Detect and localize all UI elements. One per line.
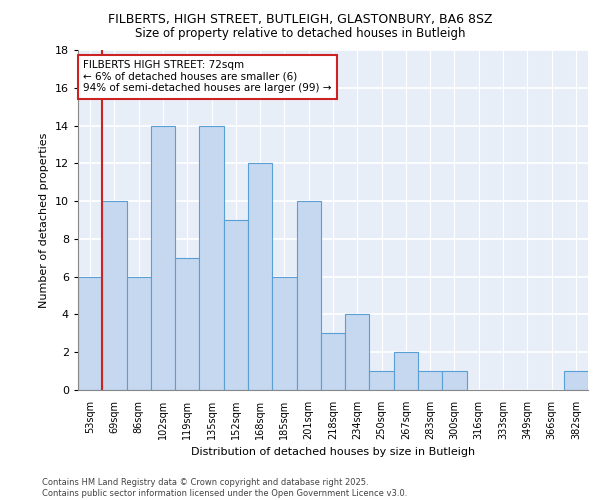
Bar <box>175 258 199 390</box>
Bar <box>272 276 296 390</box>
Bar <box>321 334 345 390</box>
Bar <box>296 201 321 390</box>
Text: Size of property relative to detached houses in Butleigh: Size of property relative to detached ho… <box>135 28 465 40</box>
Bar <box>151 126 175 390</box>
Y-axis label: Number of detached properties: Number of detached properties <box>39 132 49 308</box>
X-axis label: Distribution of detached houses by size in Butleigh: Distribution of detached houses by size … <box>191 448 475 458</box>
Text: FILBERTS, HIGH STREET, BUTLEIGH, GLASTONBURY, BA6 8SZ: FILBERTS, HIGH STREET, BUTLEIGH, GLASTON… <box>108 12 492 26</box>
Bar <box>370 371 394 390</box>
Bar <box>224 220 248 390</box>
Text: Contains HM Land Registry data © Crown copyright and database right 2025.
Contai: Contains HM Land Registry data © Crown c… <box>42 478 407 498</box>
Bar <box>345 314 370 390</box>
Bar <box>127 276 151 390</box>
Bar <box>248 164 272 390</box>
Bar <box>102 201 127 390</box>
Bar <box>418 371 442 390</box>
Bar <box>394 352 418 390</box>
Bar <box>564 371 588 390</box>
Bar <box>442 371 467 390</box>
Bar <box>199 126 224 390</box>
Bar <box>78 276 102 390</box>
Text: FILBERTS HIGH STREET: 72sqm
← 6% of detached houses are smaller (6)
94% of semi-: FILBERTS HIGH STREET: 72sqm ← 6% of deta… <box>83 60 332 94</box>
